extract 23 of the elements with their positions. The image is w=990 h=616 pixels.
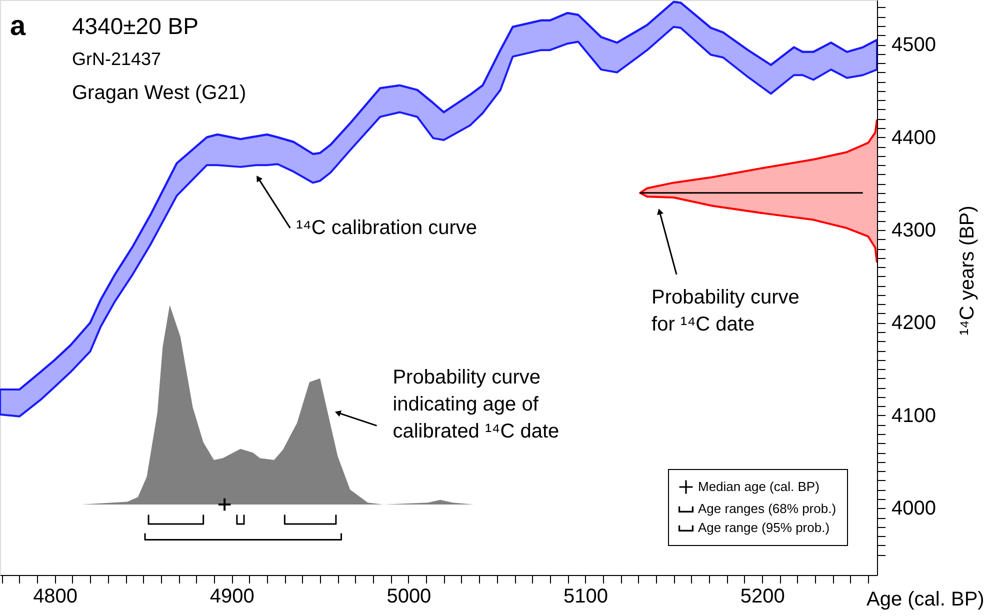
x-tick-label: 4900 — [210, 586, 254, 608]
y-tick-label: 4400 — [892, 126, 936, 149]
annotation: Gragan West (G21) — [72, 82, 246, 104]
y-axis-title: ¹⁴C years (BP) — [956, 206, 978, 336]
x-axis-title: Age (cal. BP) — [866, 588, 984, 610]
y-tick-label: 4100 — [892, 404, 936, 427]
annotation: Probability curve for ¹⁴C date — [652, 286, 800, 336]
y-tick-label: 4000 — [892, 498, 936, 520]
y-tick-label: 4200 — [892, 312, 936, 334]
x-tick-label: 5200 — [740, 586, 785, 608]
annotation: GrN-21437 — [72, 49, 162, 69]
x-tick-label: 5100 — [564, 586, 608, 608]
y-tick-label: 4300 — [892, 220, 936, 242]
x-tick-label: 4800 — [33, 586, 78, 608]
y-tick-label: 4500 — [892, 34, 936, 56]
legend-label: Age range (95% prob.) — [698, 520, 830, 535]
text: 4340±20 BP — [72, 13, 198, 39]
annotation: ¹⁴C calibration curve — [296, 217, 478, 240]
annotation: a — [10, 10, 26, 41]
legend-label: Median age (cal. BP) — [698, 479, 820, 494]
annotation: Probability curve indicating age of calibrated ¹⁴C date — [392, 366, 560, 443]
x-tick-label: 5000 — [386, 586, 432, 608]
legend-label: Age ranges (68% prob.) — [698, 501, 836, 516]
